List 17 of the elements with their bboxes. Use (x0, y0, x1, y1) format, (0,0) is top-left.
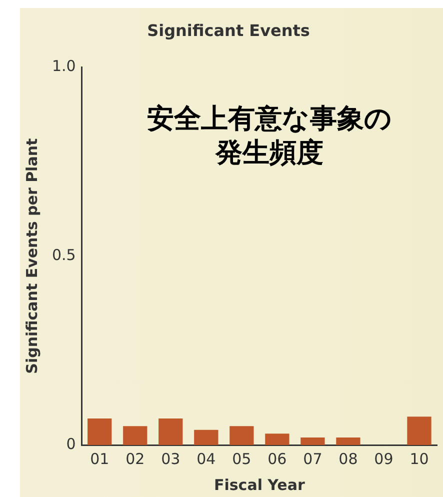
x-tick-label: 07 (303, 450, 322, 468)
annotation: 安全上有意な事象の発生頻度 (146, 104, 392, 169)
x-tick-label: 02 (126, 450, 145, 468)
x-axis-title: Fiscal Year (214, 476, 306, 494)
x-tick-label: 09 (374, 450, 394, 468)
x-tick-label: 10 (410, 450, 429, 468)
y-axis-title: Significant Events per Plant (22, 138, 41, 374)
y-tick-label: 0 (66, 434, 76, 453)
x-tick-label: 05 (232, 450, 252, 468)
x-tick-label: 08 (338, 450, 358, 468)
x-tick-label: 04 (196, 450, 216, 468)
y-tick-label: 0.5 (52, 246, 76, 264)
y-tick-label: 1.0 (52, 57, 76, 76)
x-tick-label: 01 (90, 450, 110, 468)
chart-title: Significant Events (147, 20, 310, 40)
x-tick-label: 06 (268, 450, 287, 468)
x-tick-label: 03 (161, 450, 180, 468)
